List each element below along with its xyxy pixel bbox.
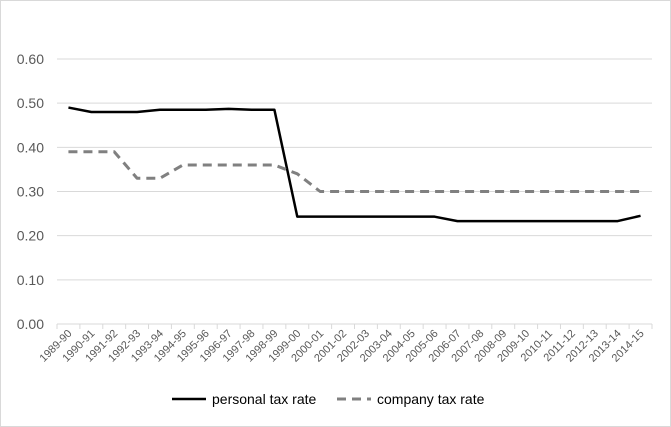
y-tick-label: 0.30	[17, 184, 44, 200]
legend-label: company tax rate	[377, 391, 485, 407]
y-tick-label: 0.10	[17, 272, 44, 288]
y-tick-label: 0.20	[17, 228, 44, 244]
y-tick-label: 0.40	[17, 139, 44, 155]
y-tick-label: 0.60	[17, 51, 44, 67]
series-line-company-tax-rate	[68, 150, 641, 193]
series-line-personal-tax-rate	[68, 106, 641, 223]
y-tick-label: 0.00	[17, 316, 44, 332]
y-tick-label: 0.50	[17, 95, 44, 111]
legend-label: personal tax rate	[212, 391, 316, 407]
